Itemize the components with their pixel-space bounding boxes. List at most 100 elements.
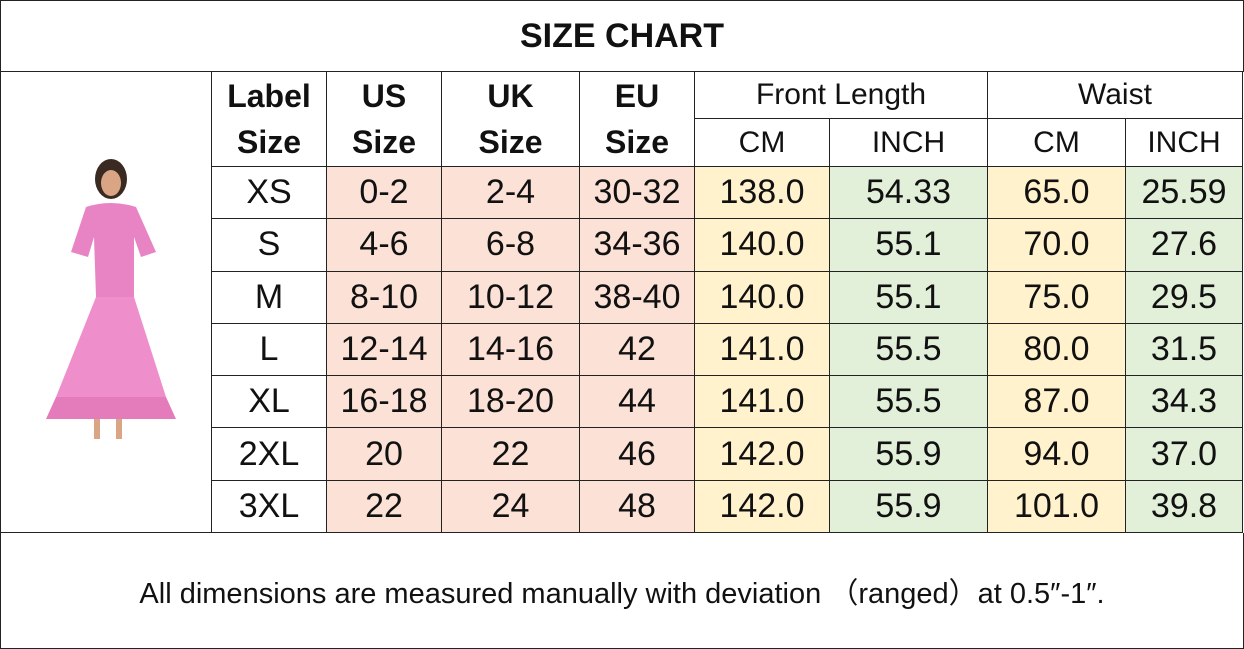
cell-text: 18-20 [467, 382, 554, 421]
cell-text: 142.0 [719, 434, 805, 473]
header-line: EU [614, 78, 660, 114]
cell-text: 39.8 [1150, 486, 1218, 525]
cell-text: 94.0 [1023, 434, 1090, 473]
cell-text: 14-16 [467, 329, 554, 368]
cell-text: 27.6 [1150, 225, 1218, 264]
data-cell: 30-32 [580, 167, 695, 220]
data-cell: 29.5 [1126, 271, 1243, 324]
data-cell: 37.0 [1126, 428, 1243, 481]
cell-text: 142.0 [719, 486, 805, 525]
header-line: Size [604, 124, 670, 160]
cell-text: 34-36 [593, 225, 681, 264]
data-cell: 42 [580, 323, 695, 377]
cell-text: 10-12 [467, 277, 554, 316]
data-cell: 87.0 [988, 376, 1126, 429]
data-cell: 142.0 [695, 428, 830, 481]
data-cell: L [212, 323, 327, 377]
group-header: Front Length [695, 72, 988, 119]
cell-text: 46 [618, 434, 656, 473]
cell-text: 16-18 [340, 382, 428, 421]
column-header: EU Size [580, 72, 695, 167]
cell-text: 24 [491, 486, 530, 525]
cell-text: 34.3 [1150, 382, 1218, 421]
header-line: Size [236, 124, 302, 160]
dress-illustration [46, 159, 176, 439]
cell-text: 38-40 [593, 277, 681, 316]
data-cell: 8-10 [327, 271, 442, 324]
cell-text: 70.0 [1023, 225, 1090, 264]
cell-text: 31.5 [1150, 329, 1218, 368]
data-cell: 20 [327, 428, 442, 481]
cell-text: 22 [365, 486, 403, 525]
cell-text: 44 [618, 382, 656, 421]
footer-note: All dimensions are measured manually wit… [0, 533, 1244, 649]
data-cell: 55.5 [830, 376, 988, 429]
cell-text: 140.0 [719, 277, 805, 316]
cell-text: 138.0 [719, 173, 805, 212]
data-cell: 142.0 [695, 480, 830, 533]
cell-text: 65.0 [1023, 173, 1090, 212]
cell-text: 2-4 [485, 173, 536, 212]
unit-header: INCH [1126, 119, 1243, 167]
column-header: Label Size [212, 72, 327, 167]
group-title: Waist [1078, 78, 1152, 111]
data-cell: 12-14 [327, 323, 442, 377]
cell-text: S [257, 225, 281, 264]
cell-text: 42 [618, 329, 656, 368]
cell-text: 54.33 [865, 173, 952, 212]
cell-text: 141.0 [719, 329, 805, 368]
cell-text: 4-6 [359, 225, 409, 264]
header-line: Label [227, 78, 311, 114]
data-cell: XL [212, 376, 327, 429]
data-cell: 138.0 [695, 167, 830, 220]
cell-text: 101.0 [1013, 486, 1100, 525]
cell-text: 2XL [238, 434, 300, 473]
cell-text: 6-8 [485, 225, 536, 264]
data-cell: 141.0 [695, 323, 830, 377]
column-header: UK Size [442, 72, 580, 167]
cell-text: 55.1 [875, 277, 942, 316]
cell-text: 48 [618, 486, 656, 525]
data-cell: XS [212, 167, 327, 220]
data-cell: 22 [442, 428, 580, 481]
data-cell: 140.0 [695, 271, 830, 324]
unit-label: INCH [871, 125, 946, 159]
header-line: Size [351, 124, 417, 160]
cell-text: 8-10 [349, 277, 419, 316]
header-line: UK [487, 78, 534, 114]
data-cell: 46 [580, 428, 695, 481]
data-cell: 22 [327, 480, 442, 533]
data-cell: 16-18 [327, 376, 442, 429]
data-cell: 27.6 [1126, 219, 1243, 272]
header-line: Size [478, 124, 543, 160]
cell-text: 20 [365, 434, 403, 473]
data-cell: 44 [580, 376, 695, 429]
data-cell: 25.59 [1126, 167, 1243, 220]
cell-text: 37.0 [1150, 434, 1218, 473]
cell-text: 29.5 [1150, 277, 1218, 316]
data-cell: 38-40 [580, 271, 695, 324]
cell-text: 30-32 [593, 173, 681, 212]
cell-text: 55.9 [875, 434, 942, 473]
data-cell: 6-8 [442, 219, 580, 272]
cell-text: 75.0 [1023, 277, 1090, 316]
product-image [0, 72, 212, 533]
cell-text: 140.0 [719, 225, 805, 264]
group-header: Waist [988, 72, 1243, 119]
data-cell: 34.3 [1126, 376, 1243, 429]
data-cell: 101.0 [988, 480, 1126, 533]
unit-header: CM [988, 119, 1126, 167]
unit-label: INCH [1147, 125, 1221, 159]
data-cell: 54.33 [830, 167, 988, 220]
data-cell: 34-36 [580, 219, 695, 272]
group-title: Front Length [755, 78, 927, 111]
cell-text: 3XL [238, 486, 300, 525]
cell-text: 141.0 [719, 382, 805, 421]
unit-label: CM [738, 125, 786, 159]
data-cell: 75.0 [988, 271, 1126, 324]
title: SIZE CHART [0, 0, 1244, 72]
cell-text: 55.1 [875, 225, 942, 264]
data-cell: 94.0 [988, 428, 1126, 481]
cell-text: L [259, 329, 279, 368]
